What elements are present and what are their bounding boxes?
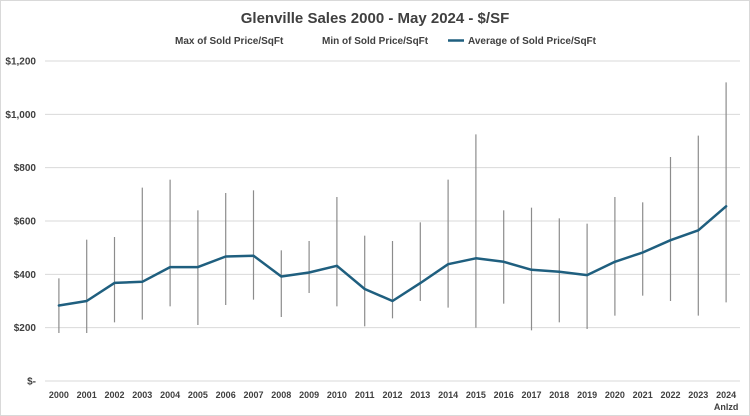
x-tick-label: 2018 <box>549 390 569 400</box>
x-tick-label: 2022 <box>660 390 680 400</box>
x-tick-label: 2002 <box>104 390 124 400</box>
x-tick-label: 2008 <box>271 390 291 400</box>
y-tick-label: $400 <box>14 270 37 281</box>
y-tick-label: $1,200 <box>5 57 36 68</box>
average-series <box>57 205 728 307</box>
y-tick-label: $200 <box>14 323 37 334</box>
x-tick-label: 2009 <box>299 390 319 400</box>
legend-entry-min: Min of Sold Price/SqFt <box>322 36 429 47</box>
y-tick-label: $800 <box>14 163 37 174</box>
x-tick-label: 2007 <box>243 390 263 400</box>
x-axis-ticks: 2000 2001 2002 2003 2004 2005 2006 2007 2008 2009… <box>49 390 738 412</box>
x-tick-label: 2001 <box>77 390 97 400</box>
x-tick-label: 2013 <box>410 390 430 400</box>
x-tick-label: 2003 <box>132 390 152 400</box>
x-tick-label: 2019 <box>577 390 597 400</box>
x-tick-label: 2023 <box>688 390 708 400</box>
x-tick-label: 2004 <box>160 390 180 400</box>
y-tick-label: $1,000 <box>5 110 36 121</box>
x-tick-label: 2005 <box>188 390 208 400</box>
x-tick-label: 2000 <box>49 390 69 400</box>
y-tick-label: $600 <box>14 217 37 228</box>
x-tick-label: 2024 <box>716 390 736 400</box>
chart-title: Glenville Sales 2000 - May 2024 - $/SF <box>241 10 509 27</box>
legend-entry-average: Average of Sold Price/SqFt <box>468 36 597 47</box>
x-tick-label: 2012 <box>382 390 402 400</box>
legend-entry-max: Max of Sold Price/SqFt <box>175 36 284 47</box>
x-tick-label: 2016 <box>494 390 514 400</box>
x-tick-label: 2014 <box>438 390 458 400</box>
y-tick-label: $- <box>27 377 36 388</box>
x-tick-label: 2020 <box>605 390 625 400</box>
gridlines <box>45 60 740 382</box>
x-tick-label: 2006 <box>216 390 236 400</box>
x-tick-label: 2017 <box>521 390 541 400</box>
legend: Max of Sold Price/SqFt Min of Sold Price/… <box>175 36 597 47</box>
x-tick-label: 2021 <box>633 390 653 400</box>
x-tick-label: 2010 <box>327 390 347 400</box>
x-tick-label: 2015 <box>466 390 486 400</box>
x-tick-label: 2011 <box>355 390 375 400</box>
x-tick-sublabel: Anlzd <box>714 402 739 412</box>
y-axis-ticks: $- $200 $400 $600 $800 $1,000 $1,200 <box>5 57 36 388</box>
